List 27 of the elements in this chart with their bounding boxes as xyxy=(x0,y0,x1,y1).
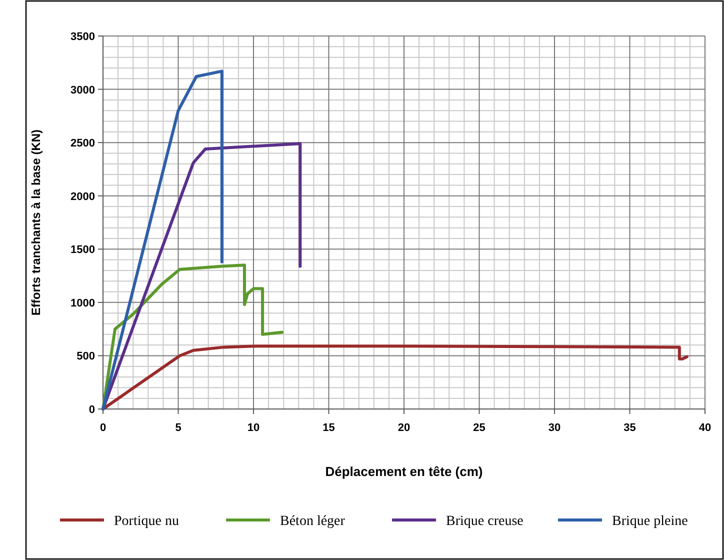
x-tick-label: 10 xyxy=(247,422,260,434)
x-tick-label: 40 xyxy=(698,422,712,434)
y-tick-label: 1000 xyxy=(70,297,95,310)
y-tick-label: 3500 xyxy=(70,31,95,43)
line-series xyxy=(102,70,224,410)
y-tick-label: 3000 xyxy=(70,84,95,96)
y-tick-label: 2500 xyxy=(70,138,95,150)
y-tick-label: 0 xyxy=(88,404,95,416)
line-series xyxy=(102,344,688,410)
y-tick-label: 1500 xyxy=(70,244,95,256)
x-tick-label: 30 xyxy=(548,422,561,434)
line-series xyxy=(102,142,302,410)
x-axis-title: Déplacement en tête (cm) xyxy=(325,464,483,479)
y-tick-label: 2000 xyxy=(70,190,95,203)
x-tick-label: 25 xyxy=(473,422,486,434)
line-series xyxy=(102,264,284,410)
y-axis-title: Efforts tranchants à la base (KN) xyxy=(29,129,43,316)
legend-label: Brique pleine xyxy=(612,514,688,529)
legend-label: Brique creuse xyxy=(446,514,524,529)
x-tick-label: 0 xyxy=(100,422,106,434)
x-tick-label: 20 xyxy=(398,422,410,434)
x-tick-label: 15 xyxy=(322,422,335,434)
x-tick-label: 5 xyxy=(175,422,182,434)
x-tick-label: 35 xyxy=(624,422,636,434)
legend-label: Portique nu xyxy=(114,514,179,529)
y-tick-label: 500 xyxy=(76,350,95,363)
legend-label: Béton léger xyxy=(280,514,346,529)
